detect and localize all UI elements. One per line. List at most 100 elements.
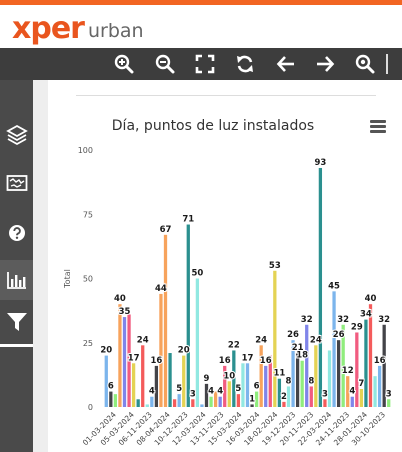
chart-bar — [259, 345, 263, 407]
chart-panel: Día, puntos de luz instalados 0 25 50 75 100… — [48, 80, 402, 452]
data-label: 3 — [190, 389, 196, 399]
data-label: 6 — [254, 382, 260, 392]
data-label: 40 — [365, 294, 377, 304]
data-label: 35 — [119, 307, 131, 317]
panel-gutter — [33, 80, 48, 452]
chart-bar — [154, 365, 159, 407]
data-label: 10 — [223, 371, 235, 381]
chart-bar — [218, 396, 222, 407]
chart-bar — [204, 383, 209, 407]
data-label: 71 — [182, 215, 194, 225]
chart-bar — [209, 396, 213, 407]
chart-bar — [191, 399, 195, 407]
data-label: 20 — [100, 346, 112, 356]
chart-bar — [286, 386, 291, 407]
sidebar-item-filter[interactable] — [0, 302, 33, 342]
zoom-out-button[interactable] — [151, 48, 179, 80]
filter-icon — [6, 313, 27, 331]
y-tick-label: 25 — [83, 339, 93, 348]
zoom-in-button[interactable] — [110, 48, 138, 80]
data-label: 16 — [260, 356, 272, 366]
data-label: 1 — [249, 394, 255, 404]
fullscreen-icon — [195, 54, 215, 74]
logo-bold: xper — [12, 11, 85, 46]
chart-icon — [6, 272, 26, 289]
data-label: 12 — [342, 366, 354, 376]
chart-bar — [245, 363, 250, 407]
chart-bar — [332, 291, 336, 407]
sidebar-item-layers[interactable] — [0, 115, 33, 155]
sidebar — [0, 80, 33, 452]
chart-bar — [168, 353, 172, 407]
data-label: 67 — [160, 225, 172, 235]
chart-bar — [282, 401, 286, 407]
chart-bar — [350, 396, 354, 407]
data-label: 20 — [178, 346, 190, 356]
chart-bar — [104, 355, 108, 407]
data-label: 17 — [128, 353, 140, 363]
y-axis-title: Total — [63, 269, 72, 289]
chart-bar — [387, 399, 391, 407]
data-label: 4 — [208, 387, 214, 397]
data-label: 40 — [114, 294, 126, 304]
chart-bar — [268, 355, 272, 407]
refresh-icon — [237, 55, 253, 73]
zoom-extent-icon — [355, 54, 375, 74]
data-label: 3 — [386, 389, 392, 399]
fullscreen-button[interactable] — [191, 48, 219, 80]
data-label: 4 — [149, 387, 155, 397]
help-icon — [8, 225, 25, 241]
data-label: 17 — [242, 353, 254, 363]
y-tick-label: 100 — [78, 146, 93, 155]
data-label: 21 — [292, 343, 304, 353]
chart-bar — [200, 404, 204, 407]
toolbar-divider — [386, 54, 388, 74]
back-button[interactable] — [272, 48, 300, 80]
chart-bar — [377, 365, 382, 407]
chart-bar — [373, 376, 377, 407]
chart-bar — [318, 167, 323, 407]
arrow-right-icon — [317, 56, 335, 72]
data-label: 16 — [150, 356, 162, 366]
chart-bar — [254, 391, 259, 407]
map-icon — [6, 175, 27, 191]
chart-bar — [182, 355, 186, 407]
chart-bar — [131, 363, 136, 407]
chart-menu-button[interactable] — [370, 120, 386, 134]
chart-bar — [341, 324, 345, 407]
brand-accent-bar — [0, 0, 402, 5]
map-toolbar — [0, 48, 402, 80]
chart-svg: 0255075100Total2064035172441644675207135… — [63, 146, 393, 447]
y-tick-label: 75 — [83, 210, 93, 219]
sidebar-item-basemap[interactable] — [0, 163, 33, 203]
chart-bar — [323, 399, 327, 407]
chart-bar — [150, 396, 154, 407]
data-label: 50 — [191, 269, 203, 279]
data-label: 53 — [269, 261, 281, 271]
data-label: 8 — [286, 376, 292, 386]
forward-button[interactable] — [311, 48, 339, 80]
sidebar-item-help[interactable] — [0, 213, 33, 253]
zoom-extent-button[interactable] — [351, 48, 379, 80]
data-label: 9 — [204, 374, 210, 384]
data-label: 24 — [255, 335, 267, 345]
chart-bar — [346, 376, 350, 407]
data-label: 5 — [176, 384, 182, 394]
sidebar-item-charts[interactable] — [0, 260, 33, 300]
data-label: 32 — [378, 315, 390, 325]
data-label: 18 — [296, 351, 308, 361]
chart-bar — [118, 304, 122, 407]
chart-bar — [327, 350, 332, 407]
refresh-button[interactable] — [231, 48, 259, 80]
panel-top-rule — [76, 95, 376, 96]
chart-bar — [250, 404, 254, 407]
chart-bar — [232, 350, 236, 407]
chart-bar — [177, 394, 181, 407]
chart-bar — [113, 394, 118, 407]
chart-bar — [223, 365, 227, 407]
chart-bar — [145, 404, 149, 407]
chart-bar — [136, 399, 140, 407]
chart-bar — [364, 319, 368, 407]
chart-bar — [273, 270, 277, 407]
zoom-in-icon — [114, 54, 134, 74]
